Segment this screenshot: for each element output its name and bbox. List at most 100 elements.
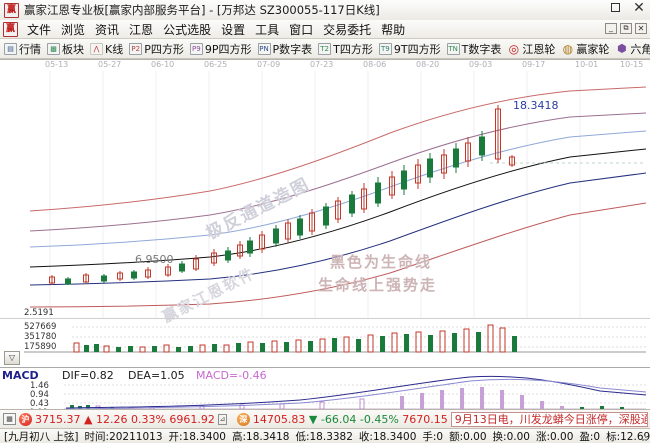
sz-value: 14705.83 — [252, 412, 306, 426]
toolbar-button-p-number[interactable]: PN P数字表 — [257, 41, 313, 57]
toolbar-label-hexagon: 六角形 — [630, 42, 650, 56]
quotes-icon: ▤ — [4, 42, 17, 55]
p-number-icon: PN — [257, 42, 271, 55]
info-time: 时间:20211013 — [84, 430, 163, 443]
toolbar-label-gann-wheel: 江恩轮 — [522, 42, 556, 56]
shanghai-index-value[interactable]: 3715.37 ▲ 12.26 0.33% 6961.92 — [35, 413, 215, 426]
shenzhen-index-value[interactable]: 14705.83 ▼ -66.04 -0.45% 7670.15 — [253, 413, 448, 426]
macd-axis-3: 1.46 — [30, 381, 49, 391]
date-tick-11: 10-15 — [620, 60, 644, 69]
main-toolbar: ▤ 行情 ▩ 板块 ⋀ K线 P2 P四方形 P9 9P四方形 PN P数字表 … — [0, 39, 650, 59]
toolbar-button-winner-wheel[interactable]: ◍ 赢家轮 — [561, 41, 610, 57]
mdi-minimize-icon[interactable]: _ — [605, 23, 617, 34]
window-title: 赢家江恩专业板[赢家内部服务平台] - [万邦达 SZ300055-117日K线… — [24, 3, 380, 17]
toolbar-label-9t-square: 9T四方形 — [393, 42, 441, 56]
app-logo-icon: 赢 — [4, 2, 19, 18]
price-chart-svg — [0, 71, 650, 318]
menu-item-gann[interactable]: 江恩 — [129, 22, 154, 37]
toolbar-button-quotes[interactable]: ▤ 行情 — [4, 41, 41, 57]
news-text: 9月13日电，川发龙蟒今日涨停，深股通： — [454, 413, 648, 426]
macd-axis-1: 0.43 — [30, 399, 49, 409]
mdi-close-icon[interactable]: ✕ — [635, 23, 647, 34]
sh-change: 12.26 — [95, 412, 128, 426]
toolbar-label-p-number: P数字表 — [272, 42, 313, 56]
date-tick-6: 08-06 — [363, 60, 387, 69]
price-pane[interactable]: 日K线 极反通道 Tp=19.0654 Up=17.2852 Md=15.241… — [0, 71, 650, 326]
chart-area[interactable]: 05-13 05-27 06-10 06-25 07-09 07-23 08-0… — [0, 59, 650, 418]
info-open: 开:18.3400 — [168, 430, 226, 443]
price-label-high: 18.3418 — [513, 99, 559, 112]
info-exchange: 换:0.00 — [492, 430, 530, 443]
toolbar-label-t-number: T数字表 — [461, 42, 502, 56]
toolbar-label-t-square: T四方形 — [333, 42, 373, 56]
info-close: 收:18.3400 — [358, 430, 417, 443]
mdi-restore-icon[interactable]: ⧉ — [620, 23, 632, 34]
toolbar-button-9t-square[interactable]: T9 9T四方形 — [378, 41, 441, 57]
menu-item-trade[interactable]: 交易委托 — [323, 22, 372, 37]
t-number-icon: TN — [446, 42, 460, 55]
status-bar: ▦ 沪 3715.37 ▲ 12.26 0.33% 6961.92 ⊿ 深 14… — [0, 409, 650, 428]
menu-item-tools[interactable]: 工具 — [255, 22, 280, 37]
sh-arrow: ▲ — [84, 412, 93, 426]
volume-chart-svg — [24, 324, 646, 353]
date-tick-2: 06-10 — [151, 60, 175, 69]
sz-change: -66.04 — [320, 412, 357, 426]
toolbar-button-sector[interactable]: ▩ 板块 — [47, 41, 84, 57]
date-tick-8: 09-03 — [469, 60, 493, 69]
date-tick-3: 06-25 — [204, 60, 228, 69]
shenzhen-index-icon: 深 — [236, 412, 250, 426]
toolbar-label-winner-wheel: 赢家轮 — [576, 42, 610, 56]
grid-icon[interactable]: ▦ — [3, 413, 16, 425]
resize-grip[interactable] — [637, 431, 649, 443]
date-tick-0: 05-13 — [45, 60, 69, 69]
info-volume: 手:0 — [422, 430, 444, 443]
menu-logo-icon: 赢 — [3, 21, 18, 37]
date-tick-10: 10-01 — [575, 60, 599, 69]
macd-pane[interactable]: MACD DIF=0.82 DEA=1.05 MACD=-0.46 1.46 0… — [0, 367, 650, 418]
hexagon-icon: ⬢ — [617, 42, 627, 55]
menu-item-window[interactable]: 窗口 — [289, 22, 314, 37]
date-tick-9: 09-17 — [522, 60, 546, 69]
t-square-icon: T2 — [318, 42, 332, 55]
t9-square-icon: T9 — [378, 42, 392, 55]
toolbar-button-kline[interactable]: ⋀ K线 — [90, 41, 123, 57]
menu-item-news[interactable]: 资讯 — [95, 22, 120, 37]
menu-item-help[interactable]: 帮助 — [381, 22, 406, 37]
sector-icon: ▩ — [47, 42, 60, 55]
p-square-icon: P2 — [129, 42, 143, 55]
menu-bar: 赢 文件 浏览 资讯 江恩 公式选股 设置 工具 窗口 交易委托 帮助 _ ⧉ … — [0, 20, 650, 39]
maximize-icon[interactable] — [609, 1, 623, 15]
date-tick-1: 05-27 — [98, 60, 122, 69]
title-bar: 赢 赢家江恩专业板[赢家内部服务平台] - [万邦达 SZ300055-117日… — [0, 0, 650, 21]
menu-item-file[interactable]: 文件 — [27, 22, 52, 37]
toolbar-label-9p-square: 9P四方形 — [204, 42, 252, 56]
toolbar-button-hexagon[interactable]: ⬢ 六角形 — [615, 41, 650, 57]
date-axis: 05-13 05-27 06-10 06-25 07-09 07-23 08-0… — [0, 60, 650, 71]
macd-title: MACD — [2, 369, 39, 382]
price-label-low: 6.9500 — [135, 253, 174, 266]
info-change: 涨:0.00 — [535, 430, 574, 443]
volume-tick-1: 351780 — [24, 332, 57, 342]
scroll-down-button[interactable]: ▽ — [4, 351, 20, 365]
sh-pct: 0.33% — [130, 412, 166, 426]
winner-wheel-icon: ◍ — [562, 42, 574, 55]
toolbar-button-p-square[interactable]: P2 P四方形 — [129, 41, 184, 57]
info-low: 低:18.3382 — [295, 430, 353, 443]
menu-item-browse[interactable]: 浏览 — [61, 22, 86, 37]
sh-detail-icon[interactable]: ⊿ — [217, 413, 227, 425]
toolbar-button-9p-square[interactable]: P9 9P四方形 — [189, 41, 252, 57]
sz-amount: 7670.15 — [402, 412, 448, 426]
toolbar-button-t-number[interactable]: TN T数字表 — [446, 41, 502, 57]
info-benchmark: 标:12.6933 — [606, 430, 650, 443]
close-icon[interactable]: ✕ — [633, 0, 645, 16]
menu-item-formula-screen[interactable]: 公式选股 — [163, 22, 212, 37]
menu-item-settings[interactable]: 设置 — [221, 22, 246, 37]
sh-value: 3715.37 — [35, 412, 81, 426]
kline-icon: ⋀ — [90, 42, 103, 55]
toolbar-button-gann-wheel[interactable]: ◎ 江恩轮 — [507, 41, 556, 57]
date-tick-4: 07-09 — [257, 60, 281, 69]
news-ticker[interactable]: 9月13日电，川发龙蟒今日涨停，深股通： 𝍖 收300055分笔 — [450, 411, 648, 427]
toolbar-button-t-square[interactable]: T2 T四方形 — [318, 41, 373, 57]
toolbar-label-p-square: P四方形 — [144, 42, 184, 56]
volume-pane[interactable]: 2.5191 527669 351780 175890 — [0, 308, 650, 368]
